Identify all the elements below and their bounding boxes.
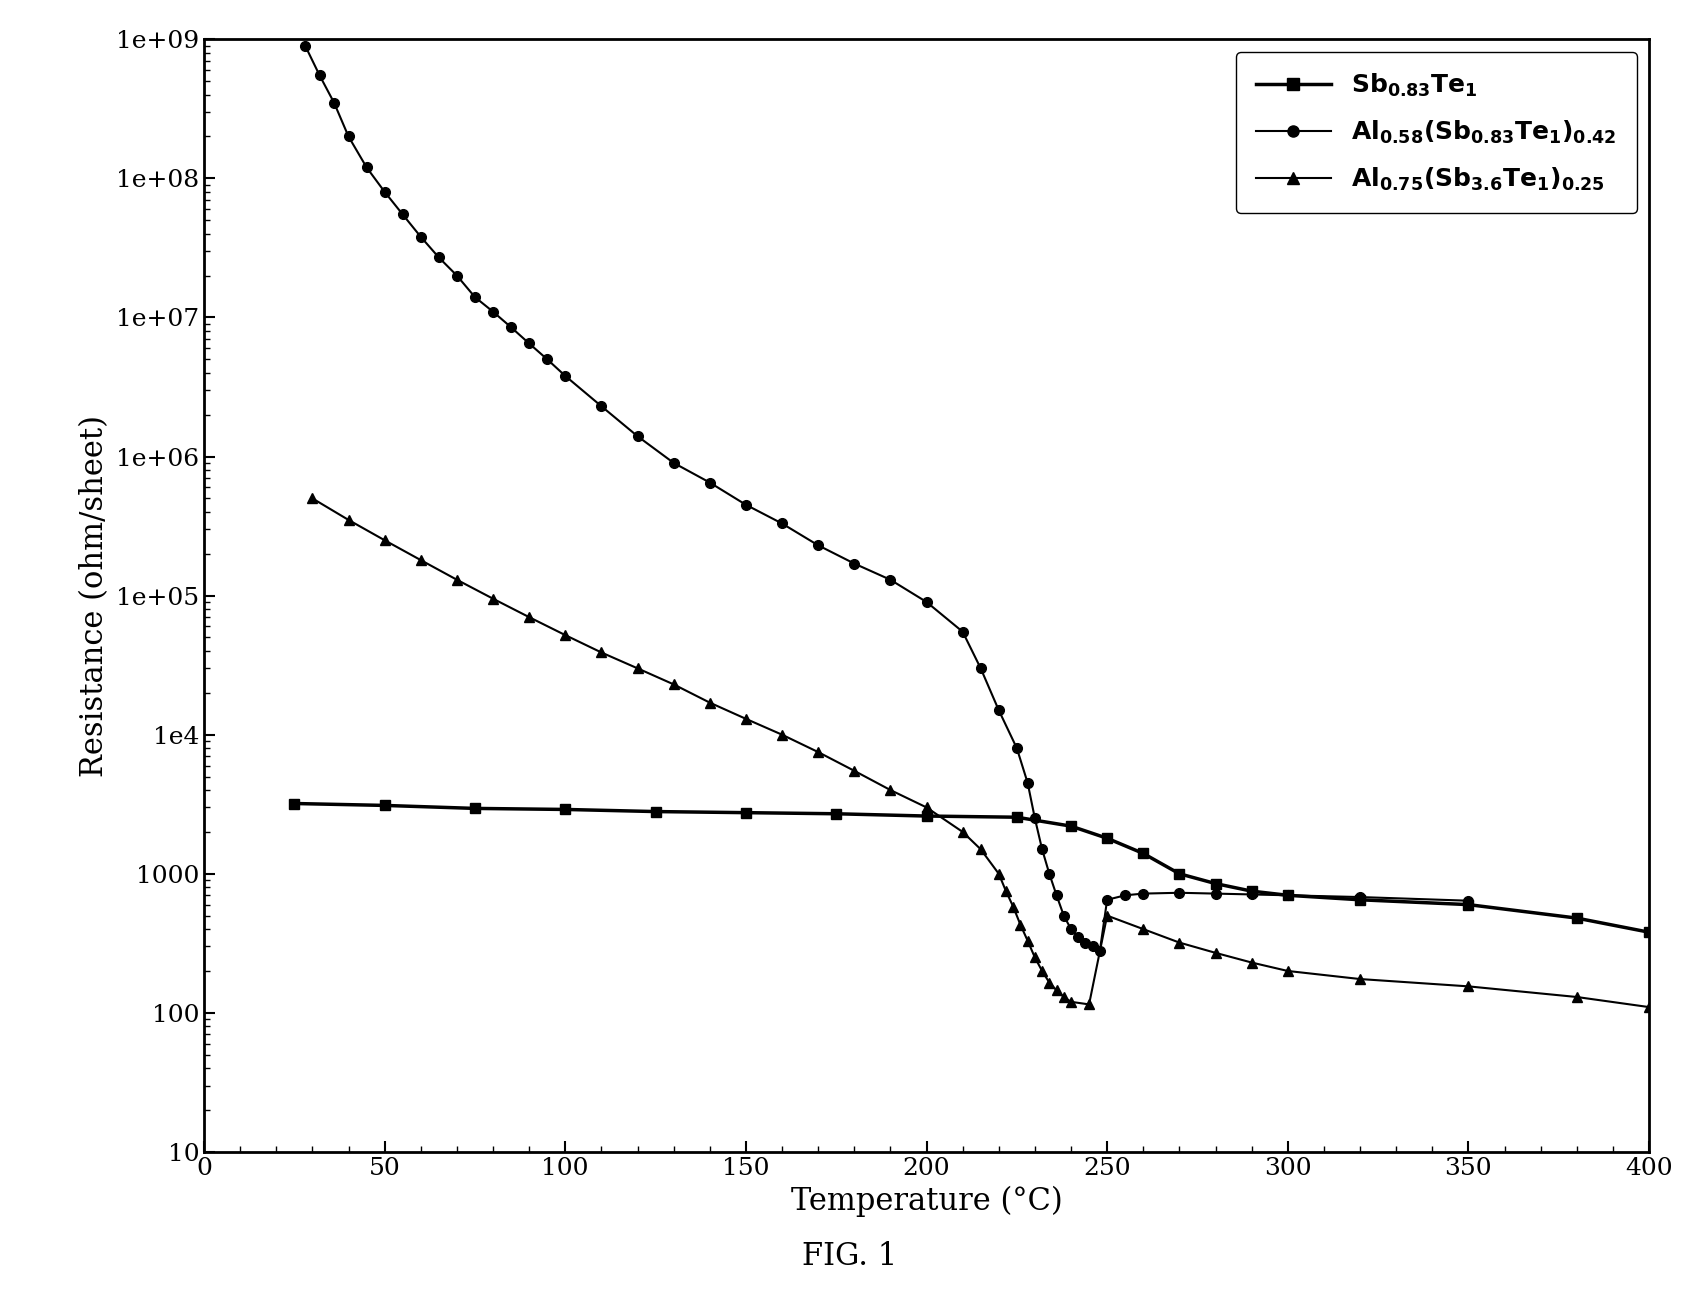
Legend: $\mathbf{Sb_{0.83}Te_1}$, $\mathbf{Al_{0.58}(Sb_{0.83}Te_1)_{0.42}}$, $\mathbf{A: $\mathbf{Sb_{0.83}Te_1}$, $\mathbf{Al_{0… — [1236, 52, 1637, 213]
Y-axis label: Resistance (ohm/sheet): Resistance (ohm/sheet) — [80, 415, 111, 776]
X-axis label: Temperature (°C): Temperature (°C) — [790, 1186, 1062, 1216]
Text: FIG. 1: FIG. 1 — [802, 1241, 898, 1272]
